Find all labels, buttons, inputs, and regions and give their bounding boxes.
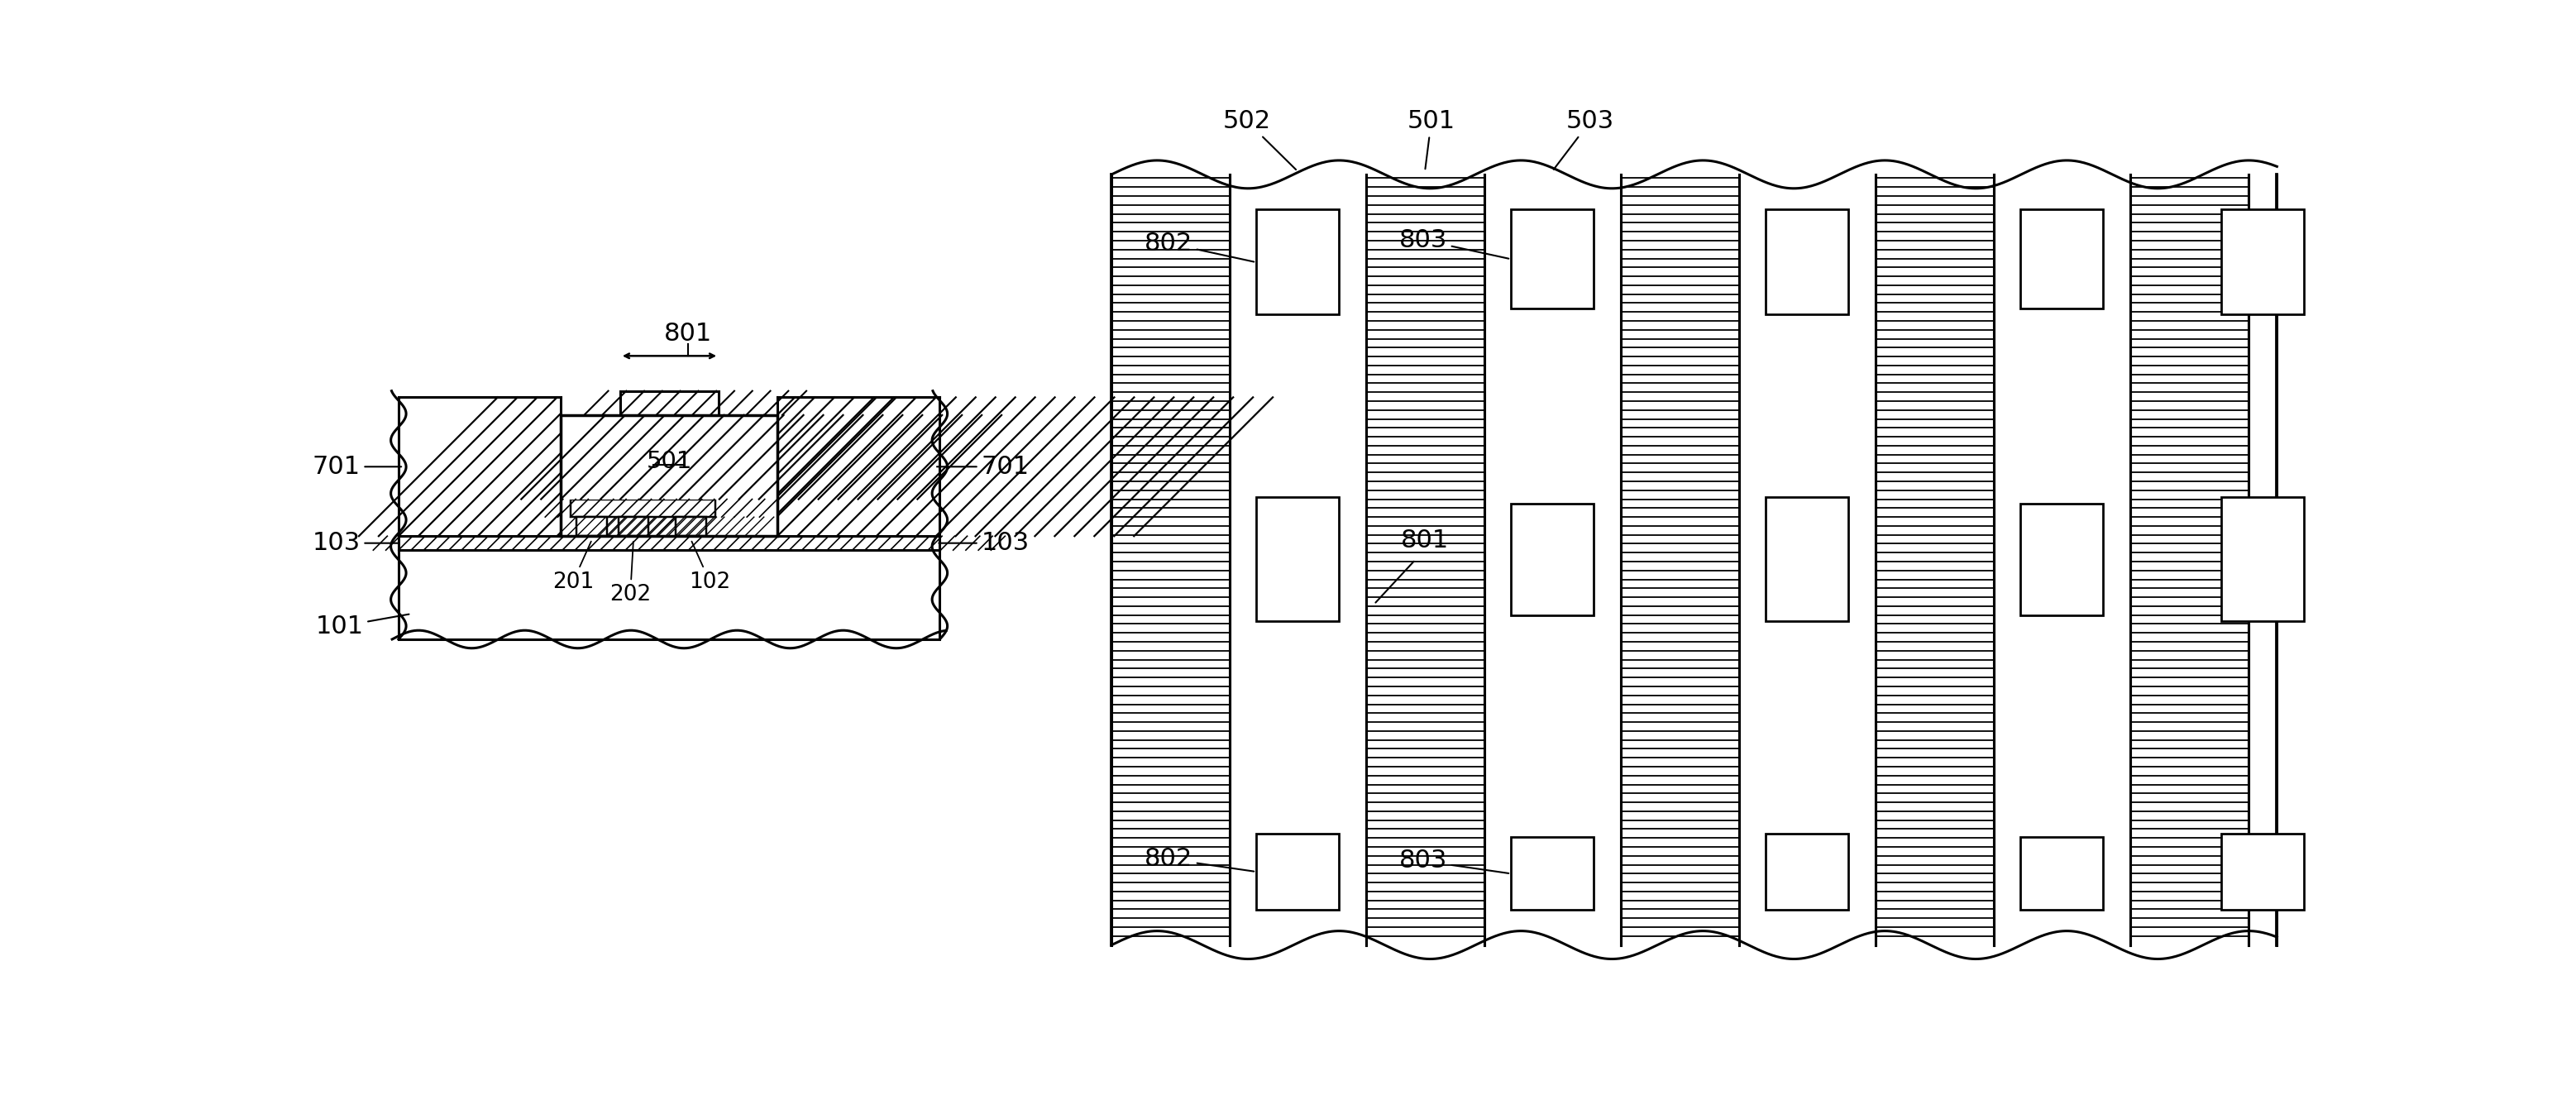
Bar xyxy=(399,536,940,551)
Bar xyxy=(569,499,716,517)
Bar xyxy=(1257,209,1340,314)
Bar xyxy=(1257,834,1340,910)
Text: 803: 803 xyxy=(1399,849,1510,873)
Bar xyxy=(1512,504,1595,615)
Bar xyxy=(1875,175,1994,944)
Bar xyxy=(1765,497,1850,621)
Bar xyxy=(618,517,649,536)
Bar xyxy=(399,551,940,639)
Bar xyxy=(1365,175,1484,944)
Bar xyxy=(2020,837,2102,910)
Bar xyxy=(1365,175,1484,944)
Text: 801: 801 xyxy=(1401,528,1450,553)
Bar xyxy=(621,391,719,415)
Bar xyxy=(1512,837,1595,910)
Bar xyxy=(2020,504,2102,615)
Text: 701: 701 xyxy=(938,454,1030,479)
Bar xyxy=(562,415,778,499)
Bar xyxy=(621,391,719,415)
Bar xyxy=(399,397,562,536)
Bar xyxy=(562,415,778,499)
Bar xyxy=(2130,175,2249,944)
Text: 803: 803 xyxy=(1399,228,1510,258)
Bar xyxy=(1620,175,1739,944)
Bar xyxy=(1512,209,1595,308)
Bar xyxy=(1765,209,1850,314)
Bar xyxy=(618,517,649,536)
Bar xyxy=(1765,834,1850,910)
Text: 501: 501 xyxy=(1406,109,1455,169)
Bar xyxy=(562,415,778,536)
Bar xyxy=(1257,497,1340,621)
Text: 501: 501 xyxy=(647,450,693,473)
Bar xyxy=(1113,175,1229,944)
Bar xyxy=(1875,175,1994,944)
Bar xyxy=(2020,209,2102,308)
Text: 202: 202 xyxy=(611,542,652,605)
Bar xyxy=(562,388,778,536)
Bar xyxy=(2221,834,2303,910)
Bar xyxy=(577,517,608,536)
Text: 102: 102 xyxy=(690,542,732,593)
Text: 801: 801 xyxy=(665,321,714,346)
Bar xyxy=(675,517,706,536)
Text: 103: 103 xyxy=(938,532,1030,555)
Text: 103: 103 xyxy=(312,532,399,555)
Bar xyxy=(1113,175,1229,944)
Text: 701: 701 xyxy=(312,454,402,479)
Bar xyxy=(2221,209,2303,314)
Bar xyxy=(778,397,940,536)
Bar xyxy=(1620,175,1739,944)
Text: 502: 502 xyxy=(1224,109,1296,170)
Bar xyxy=(577,517,608,536)
Text: 503: 503 xyxy=(1553,109,1615,169)
Bar xyxy=(399,397,562,536)
Bar xyxy=(569,499,716,517)
Bar xyxy=(675,517,706,536)
Bar xyxy=(2130,175,2249,944)
Text: 802: 802 xyxy=(1144,232,1255,262)
Bar xyxy=(399,536,940,551)
Text: 802: 802 xyxy=(1144,847,1255,872)
Bar xyxy=(1113,175,2277,944)
Bar xyxy=(2221,497,2303,621)
Text: 101: 101 xyxy=(314,614,410,639)
Text: 201: 201 xyxy=(551,542,592,593)
Bar xyxy=(778,397,940,536)
